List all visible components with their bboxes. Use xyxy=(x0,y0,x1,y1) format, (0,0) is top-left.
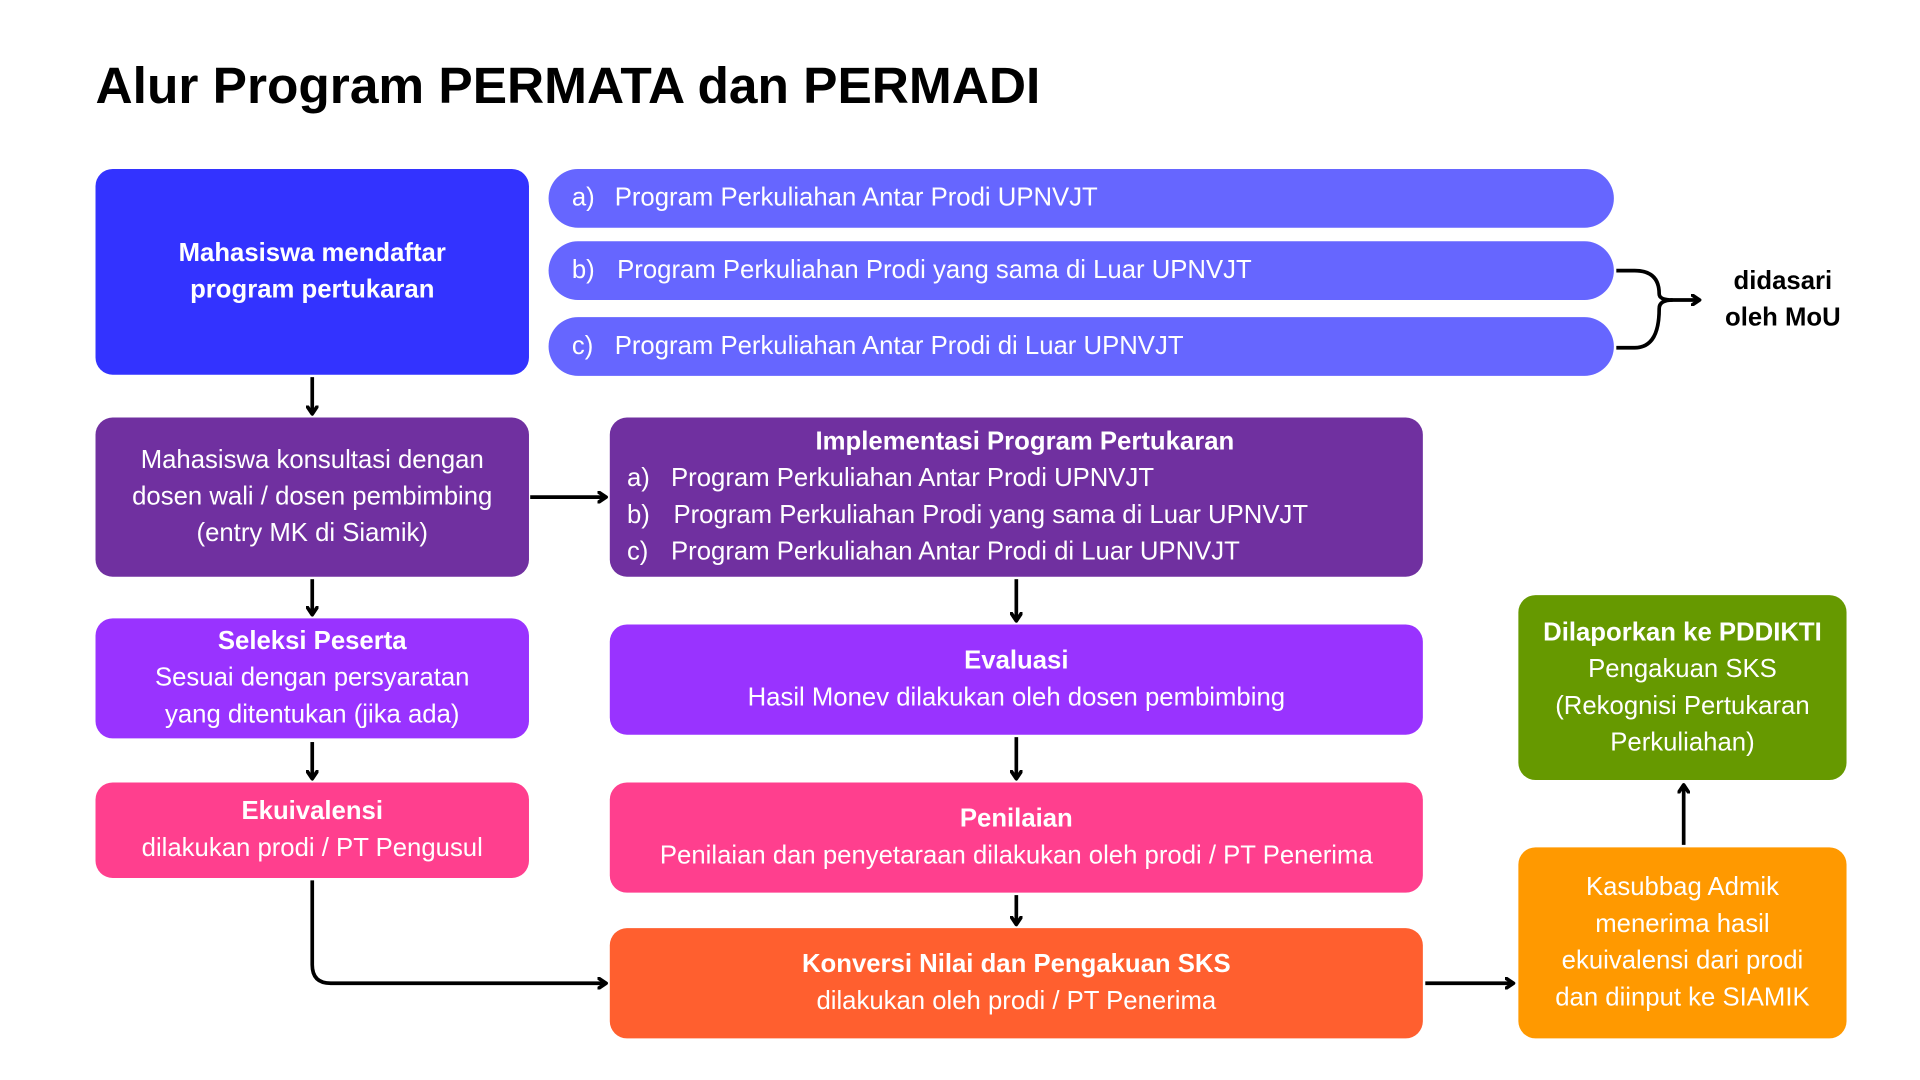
step-text: Sesuai dengan persyaratan xyxy=(154,663,470,692)
mou-text: didasari xyxy=(1733,266,1833,296)
arrow-ekuivalensi-konversi xyxy=(310,880,606,983)
mou-note: didasari oleh MoU xyxy=(1709,263,1856,336)
step-text: Mahasiswa konsultasi dengan xyxy=(140,445,484,474)
program-label: Program Perkuliahan Antar Prodi UPNVJT xyxy=(614,183,1098,212)
implementasi-item-a: a) Program Perkuliahan Antar Prodi UPNVJT xyxy=(627,460,1423,497)
step-title: Konversi Nilai dan Pengakuan SKS xyxy=(801,950,1231,979)
step-title: Ekuivalensi xyxy=(241,797,383,826)
program-label: Program Perkuliahan Antar Prodi di Luar … xyxy=(671,537,1240,566)
step-title: Seleksi Peserta xyxy=(217,626,407,656)
step-pddikti: Dilaporkan ke PDDIKTI Pengakuan SKS (Rek… xyxy=(1518,595,1847,781)
program-letter: c) xyxy=(571,331,594,361)
program-option-c: c) Program Perkuliahan Antar Prodi di Lua… xyxy=(548,317,1614,376)
program-label: Program Perkuliahan Antar Prodi di Luar … xyxy=(614,331,1184,361)
step-text: Pengakuan SKS xyxy=(1588,654,1777,683)
step-konversi: Konversi Nilai dan Pengakuan SKS dilakuk… xyxy=(609,928,1423,1039)
program-label: Program Perkuliahan Prodi yang sama di L… xyxy=(617,255,1252,285)
step-text: (entry MK di Siamik) xyxy=(196,519,428,548)
step-evaluasi: Evaluasi Hasil Monev dilakukan oleh dose… xyxy=(609,624,1423,735)
step-penilaian: Penilaian Penilaian dan penyetaraan dila… xyxy=(609,782,1423,893)
step-title: Penilaian xyxy=(959,804,1073,833)
step-text: menerima hasil xyxy=(1595,909,1770,938)
step-text: (Rekognisi Pertukaran xyxy=(1555,691,1810,720)
step-seleksi: Seleksi Peserta Sesuai dengan persyarata… xyxy=(95,618,529,739)
step-text: Perkuliahan) xyxy=(1610,727,1755,757)
program-letter: a) xyxy=(626,464,650,493)
program-label: Program Perkuliahan Prodi yang sama di L… xyxy=(673,500,1309,529)
step-text: Kasubbag Admik xyxy=(1585,873,1779,902)
step-title: Dilaporkan ke PDDIKTI xyxy=(1543,617,1822,646)
program-option-b: b) Program Perkuliahan Prodi yang sama di… xyxy=(548,241,1614,301)
step-title: Implementasi Program Pertukaran xyxy=(815,427,1235,456)
step-text: ekuivalensi dari prodi xyxy=(1561,946,1804,975)
step-title: Evaluasi xyxy=(964,646,1069,675)
step-konsultasi: Mahasiswa konsultasi dengan dosen wali /… xyxy=(95,417,529,577)
step-text: Hasil Monev dilakukan oleh dosen pembimb… xyxy=(747,683,1286,712)
step-text: dilakukan prodi / PT Pengusul xyxy=(141,833,483,863)
step-implementasi: Implementasi Program Pertukaran a) Progra… xyxy=(609,417,1423,577)
implementasi-item-b: b) Program Perkuliahan Prodi yang sama di… xyxy=(627,497,1423,534)
step-text: Mahasiswa mendaftar xyxy=(178,238,446,267)
step-text: yang ditentukan (jika ada) xyxy=(165,700,460,729)
program-option-a: a) Program Perkuliahan Antar Prodi UPNVJT xyxy=(548,168,1614,228)
step-text: program pertukaran xyxy=(190,275,435,304)
mou-text: oleh MoU xyxy=(1725,303,1841,332)
program-letter: b) xyxy=(626,500,650,529)
step-daftar: Mahasiswa mendaftar program pertukaran xyxy=(95,168,529,375)
step-text: dilakukan oleh prodi / PT Penerima xyxy=(816,986,1217,1016)
mou-brace xyxy=(1616,268,1673,350)
program-letter: c) xyxy=(626,537,649,566)
page-title: Alur Program PERMATA dan PERMADI xyxy=(95,56,1041,114)
step-text: dan diinput ke SIAMIK xyxy=(1555,983,1810,1012)
step-kasubbag: Kasubbag Admik menerima hasil ekuivalens… xyxy=(1518,847,1847,1039)
program-letter: a) xyxy=(571,183,595,212)
step-text: dosen wali / dosen pembimbing xyxy=(132,482,493,511)
step-text: Penilaian dan penyetaraan dilakukan oleh… xyxy=(659,841,1373,870)
program-letter: b) xyxy=(571,255,595,285)
implementasi-item-c: c) Program Perkuliahan Antar Prodi di Lua… xyxy=(627,534,1423,571)
program-label: Program Perkuliahan Antar Prodi UPNVJT xyxy=(671,464,1155,493)
step-ekuivalensi: Ekuivalensi dilakukan prodi / PT Pengusu… xyxy=(95,782,529,878)
